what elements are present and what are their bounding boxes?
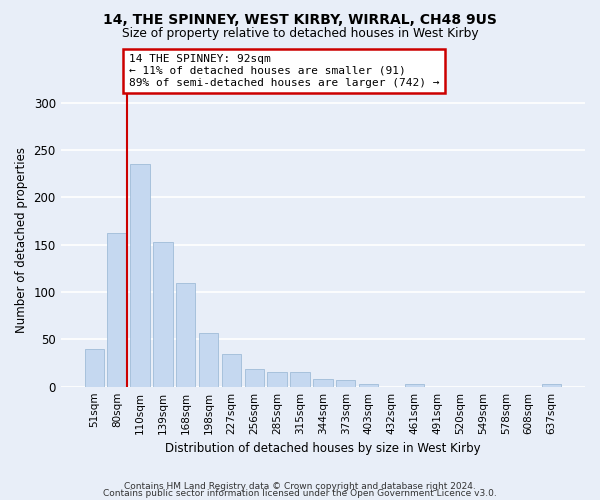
Bar: [130, 164, 149, 386]
Bar: [542, 384, 561, 386]
X-axis label: Distribution of detached houses by size in West Kirby: Distribution of detached houses by size …: [165, 442, 481, 455]
Bar: [176, 282, 196, 387]
Text: 14 THE SPINNEY: 92sqm
← 11% of detached houses are smaller (91)
89% of semi-deta: 14 THE SPINNEY: 92sqm ← 11% of detached …: [129, 54, 439, 88]
Bar: [336, 380, 355, 386]
Bar: [107, 234, 127, 386]
Text: Contains public sector information licensed under the Open Government Licence v3: Contains public sector information licen…: [103, 490, 497, 498]
Bar: [404, 384, 424, 386]
Bar: [245, 368, 264, 386]
Bar: [313, 379, 332, 386]
Bar: [359, 384, 378, 386]
Y-axis label: Number of detached properties: Number of detached properties: [15, 147, 28, 333]
Bar: [290, 372, 310, 386]
Bar: [268, 372, 287, 386]
Bar: [221, 354, 241, 386]
Text: Contains HM Land Registry data © Crown copyright and database right 2024.: Contains HM Land Registry data © Crown c…: [124, 482, 476, 491]
Bar: [153, 242, 173, 386]
Text: Size of property relative to detached houses in West Kirby: Size of property relative to detached ho…: [122, 28, 478, 40]
Bar: [199, 333, 218, 386]
Bar: [85, 349, 104, 387]
Text: 14, THE SPINNEY, WEST KIRBY, WIRRAL, CH48 9US: 14, THE SPINNEY, WEST KIRBY, WIRRAL, CH4…: [103, 12, 497, 26]
